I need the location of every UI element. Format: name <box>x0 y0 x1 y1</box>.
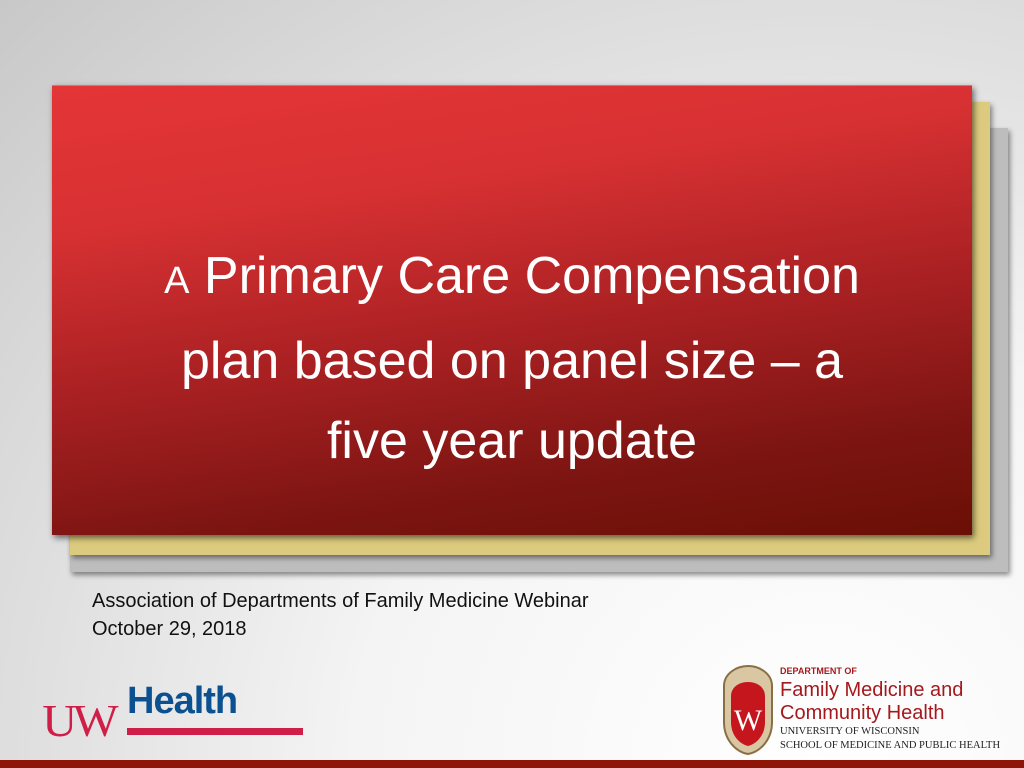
uw-crest-icon: W <box>723 664 773 756</box>
title-line-3: five year update <box>326 412 698 470</box>
dept-name-line-1: Family Medicine and <box>780 679 964 701</box>
university-name: UNIVERSITY OF WISCONSIN <box>780 726 920 737</box>
title-line-2: plan based on panel size – a <box>180 332 844 390</box>
dept-name-line-2: Community Health <box>780 702 945 724</box>
bottom-bar <box>0 760 1024 768</box>
department-logo: W DEPARTMENT OF Family Medicine and Comm… <box>718 664 1024 756</box>
logo-underline <box>127 728 303 735</box>
slide-title: A Primary Care Compensation plan based o… <box>52 236 972 481</box>
event-date: October 29, 2018 <box>92 618 247 640</box>
svg-text:W: W <box>734 704 763 737</box>
title-prefix: A <box>164 260 190 302</box>
uw-logo-text: UW <box>42 695 118 746</box>
event-name: Association of Departments of Family Med… <box>92 590 589 612</box>
dept-of-text: DEPARTMENT OF <box>780 666 857 676</box>
title-line-1: Primary Care Compensation <box>203 247 860 305</box>
health-logo-text: Health <box>127 680 238 722</box>
uw-health-logo: UW Health <box>42 680 304 746</box>
slide-subtitle: Association of Departments of Family Med… <box>92 587 589 643</box>
school-name: SCHOOL OF MEDICINE AND PUBLIC HEALTH <box>780 740 1001 751</box>
title-card <box>52 85 972 535</box>
